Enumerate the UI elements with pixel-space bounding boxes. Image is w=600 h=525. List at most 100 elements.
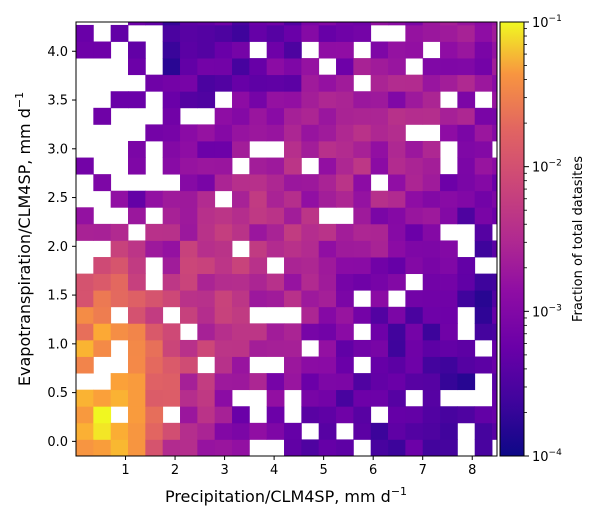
heatmap-cell — [301, 273, 320, 291]
heatmap-cell — [93, 439, 112, 456]
heatmap-cell — [388, 190, 406, 208]
heatmap-cell — [388, 124, 406, 142]
heatmap-cell — [492, 41, 497, 59]
heatmap-cell — [474, 207, 493, 225]
heatmap-cell — [318, 190, 337, 208]
heatmap-cell — [180, 339, 198, 357]
heatmap-cell — [110, 290, 129, 308]
heatmap-cell — [266, 91, 285, 109]
heatmap-cell — [180, 356, 198, 374]
heatmap-cell — [388, 240, 406, 258]
heatmap-cell — [457, 356, 476, 374]
heatmap-cell — [492, 74, 497, 92]
y-tick-label: 2.0 — [47, 240, 68, 255]
heatmap-cell — [422, 157, 441, 175]
heatmap-cell — [180, 422, 198, 440]
heatmap-cell — [492, 306, 497, 324]
heatmap-cell — [284, 174, 302, 192]
heatmap-cell — [162, 373, 181, 391]
heatmap-cell — [197, 157, 216, 175]
heatmap-cell — [214, 174, 233, 192]
heatmap-cell — [457, 124, 476, 142]
x-tick: 2 — [171, 456, 179, 478]
heatmap-cell — [318, 306, 337, 324]
heatmap-cell — [474, 223, 493, 241]
heatmap-cell — [336, 91, 354, 109]
heatmap-cell — [405, 41, 424, 59]
heatmap-cell — [405, 406, 424, 424]
heatmap-cell — [162, 140, 181, 158]
heatmap-cell — [336, 306, 354, 324]
heatmap-cell — [370, 273, 389, 291]
heatmap-cell — [145, 373, 164, 391]
heatmap-cell — [284, 91, 302, 109]
heatmap-cell — [318, 356, 337, 374]
heatmap-cell — [145, 323, 164, 341]
heatmap-cell — [266, 207, 285, 225]
heatmap-cell — [457, 91, 476, 109]
heatmap-cell — [197, 41, 216, 59]
heatmap-cell — [457, 290, 476, 308]
heatmap-cell — [128, 22, 146, 26]
heatmap-cell — [232, 24, 250, 42]
heatmap-cell — [336, 190, 354, 208]
heatmap-cell — [162, 207, 181, 225]
heatmap-cell — [318, 223, 337, 241]
heatmap-cell — [336, 223, 354, 241]
plot-area: 1 2 3 4 5 6 7 8 0.0 0.5 1.0 1.5 2.0 2.5 3.0 3.5 4.0 — [47, 21, 498, 478]
heatmap-cell — [284, 356, 302, 374]
heatmap-cell — [474, 306, 493, 324]
heatmap-cell — [128, 439, 146, 456]
heatmap-cell — [370, 422, 389, 440]
heatmap-cell — [353, 140, 372, 158]
heatmap-cell — [284, 290, 302, 308]
heatmap-cell — [145, 389, 164, 407]
heatmap-cell — [145, 339, 164, 357]
heatmap-cell — [249, 339, 268, 357]
heatmap-cell — [284, 124, 302, 142]
heatmap-cell — [336, 140, 354, 158]
heatmap-cell — [457, 257, 476, 275]
heatmap-cell — [422, 273, 441, 291]
heatmap-cell — [388, 91, 406, 109]
heatmap-cell — [318, 157, 337, 175]
heatmap-cell — [388, 107, 406, 125]
heatmap-cell — [76, 323, 94, 341]
heatmap-cell — [440, 422, 458, 440]
heatmap-cell — [232, 74, 250, 92]
heatmap-cell — [249, 257, 268, 275]
heatmap-cell — [162, 422, 181, 440]
heatmap-cell — [93, 223, 112, 241]
heatmap-cell — [440, 306, 458, 324]
heatmap-cell — [232, 290, 250, 308]
heatmap-cell — [405, 174, 424, 192]
heatmap-cell — [318, 339, 337, 357]
heatmap-cell — [336, 389, 354, 407]
heatmap-cell — [405, 306, 424, 324]
heatmap-cell — [214, 74, 233, 92]
colorbar-tick: 10−2 — [524, 159, 562, 176]
heatmap-cell — [249, 91, 268, 109]
heatmap-cell — [180, 290, 198, 308]
heatmap-cell — [162, 107, 181, 125]
heatmap-cell — [440, 190, 458, 208]
x-tick: 4 — [270, 456, 278, 478]
heatmap-cell — [128, 306, 146, 324]
heatmap-cell — [180, 174, 198, 192]
heatmap-cell — [214, 140, 233, 158]
heatmap-cell — [162, 24, 181, 42]
heatmap-cell — [318, 124, 337, 142]
colorbar: 10−4 10−3 10−2 10−1 Fraction of total datas… — [499, 14, 586, 465]
y-tick-label: 1.5 — [47, 289, 68, 304]
heatmap-cell — [162, 91, 181, 109]
heatmap-cell — [492, 323, 497, 341]
heatmap-cell — [457, 174, 476, 192]
heatmap-cell — [266, 290, 285, 308]
heatmap-cell — [474, 140, 493, 158]
heatmap-cell — [266, 422, 285, 440]
heatmap-cell — [197, 257, 216, 275]
heatmap-cell — [440, 257, 458, 275]
heatmap-cell — [318, 74, 337, 92]
heatmap-cell — [76, 207, 94, 225]
heatmap-cell — [197, 406, 216, 424]
